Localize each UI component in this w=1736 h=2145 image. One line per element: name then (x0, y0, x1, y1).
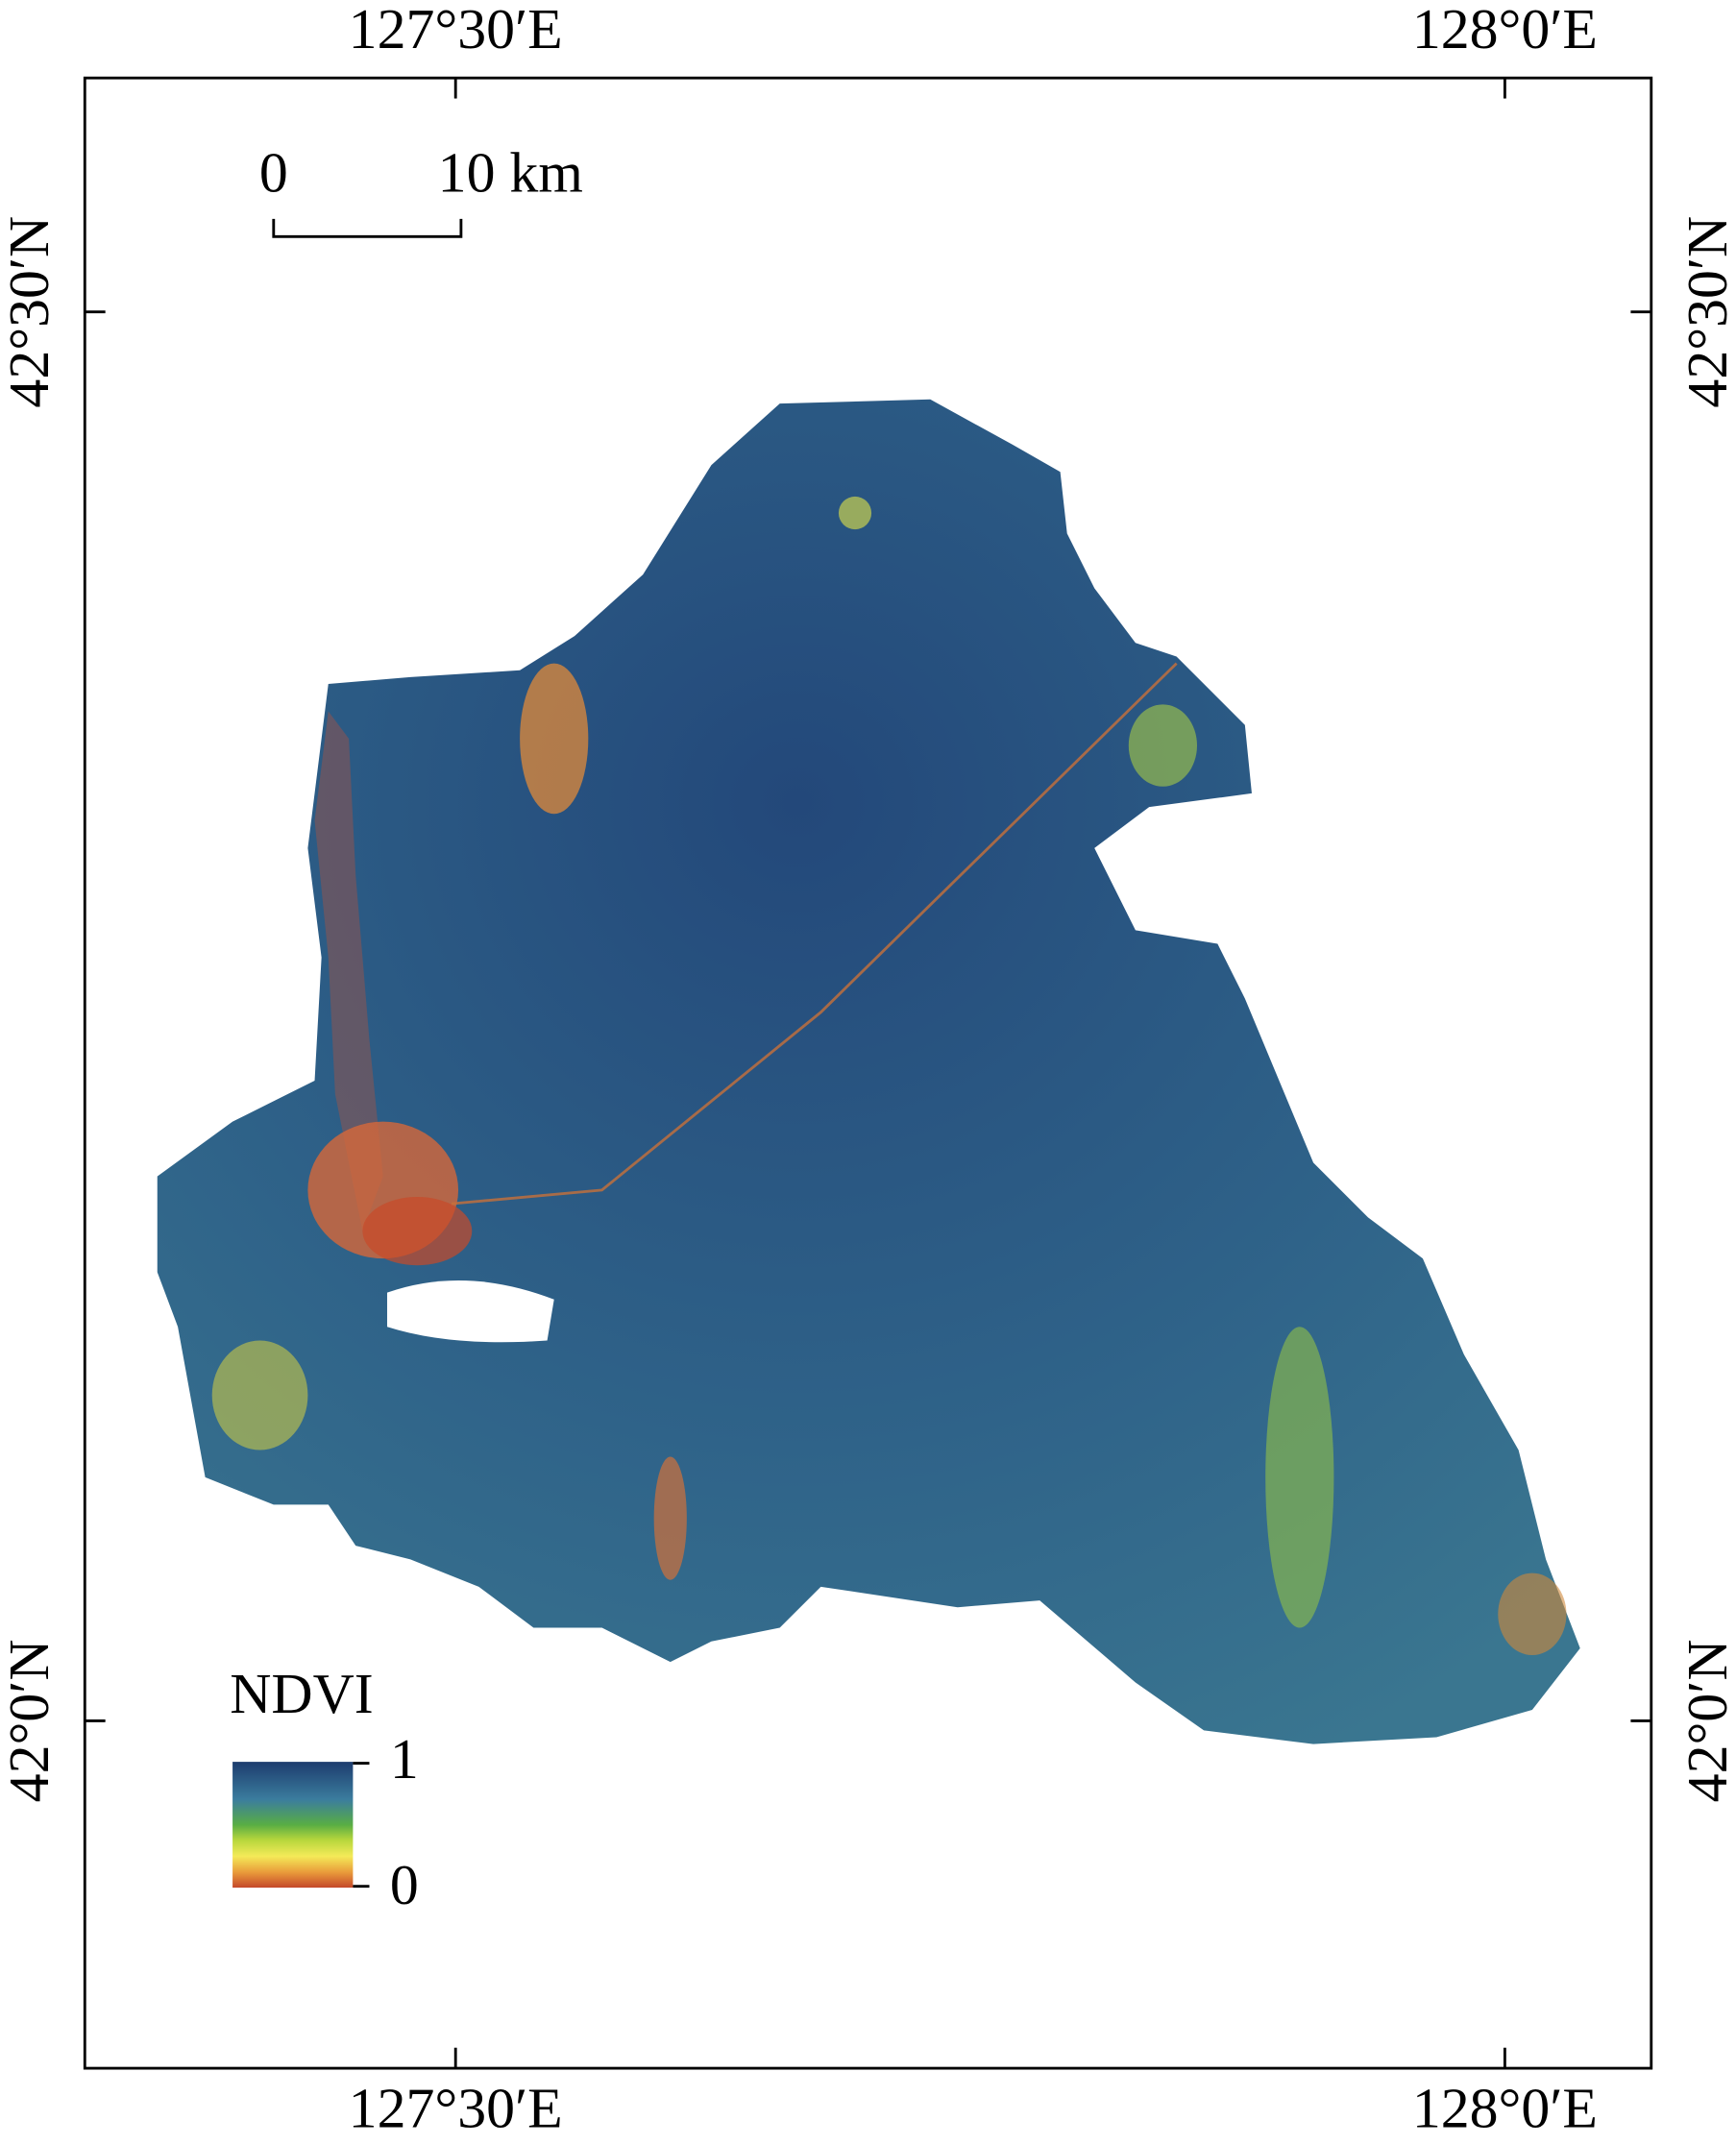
latitude-label: 42°0′N (0, 1639, 61, 1802)
latitude-label: 42°0′N (1675, 1639, 1736, 1802)
ndvi-raster (157, 399, 1580, 1744)
scale-label: 10 km (438, 140, 583, 204)
legend-title: NDVI (230, 1662, 373, 1725)
longitude-label: 128°0′E (1412, 0, 1598, 61)
scale-bar (272, 218, 463, 238)
latitude-label: 42°30′N (0, 216, 61, 408)
legend-colorbar (232, 1762, 354, 1889)
map-frame (83, 76, 1653, 2070)
legend-label: 0 (390, 1853, 419, 1916)
longitude-label: 128°0′E (1412, 2076, 1598, 2139)
legend-label: 1 (390, 1727, 419, 1791)
longitude-label: 127°30′E (349, 2076, 563, 2139)
latitude-label: 42°30′N (1675, 216, 1736, 408)
longitude-label: 127°30′E (349, 0, 563, 61)
scale-label: 0 (259, 140, 288, 204)
